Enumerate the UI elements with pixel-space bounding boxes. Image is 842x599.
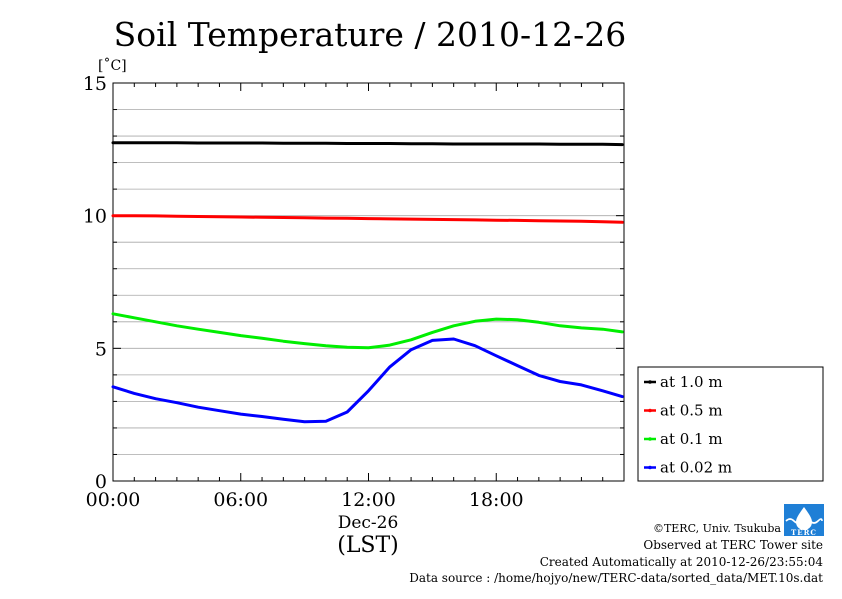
y-unit-label: [˚C] [98, 57, 127, 74]
axis-ticks: 0 5 10 15 00:00 06:00 12:00 18:00 [83, 73, 625, 511]
legend-label: at 0.1 m [660, 430, 723, 448]
water-drop-icon [796, 507, 812, 530]
grid-lines [113, 109, 624, 455]
chart-legend: at 1.0 m at 0.5 m at 0.1 m at 0.02 m [637, 366, 824, 482]
x-tick-label: 06:00 [213, 489, 268, 511]
legend-marker [648, 380, 652, 384]
footer-copyright: ©TERC, Univ. Tsukuba [653, 522, 781, 535]
legend-marker [648, 437, 652, 441]
legend-label: at 0.5 m [660, 402, 723, 420]
data-series [111, 141, 624, 424]
y-tick-label: 0 [95, 471, 107, 493]
wave-icon [785, 518, 823, 524]
x-tick-label: 12:00 [341, 489, 396, 511]
y-tick-label: 10 [83, 206, 107, 228]
legend-items: at 1.0 m at 0.5 m at 0.1 m at 0.02 m [644, 373, 732, 477]
series-line [111, 141, 624, 147]
x-date-label: Dec-26 [338, 513, 399, 533]
chart-title: Soil Temperature / 2010-12-26 [114, 15, 627, 54]
legend-marker [648, 408, 652, 413]
y-tick-label: 15 [83, 73, 107, 95]
series-line [111, 337, 624, 424]
logo-text: TERC [791, 528, 817, 537]
x-tick-label: 00:00 [86, 489, 141, 511]
series-line [111, 214, 624, 224]
x-tick-label: 18:00 [469, 489, 524, 511]
legend-box [637, 366, 824, 482]
x-axis-label: (LST) [337, 533, 399, 558]
legend-label: at 0.02 m [660, 459, 732, 477]
footer-site: Observed at TERC Tower site [643, 538, 823, 552]
legend-marker [648, 465, 652, 470]
terc-logo: TERC [784, 504, 824, 537]
legend-label: at 1.0 m [660, 373, 723, 391]
y-tick-label: 5 [95, 338, 107, 360]
footer-source: Data source : /home/hojyo/new/TERC-data/… [409, 571, 823, 585]
series-line [111, 312, 624, 350]
footer-created: Created Automatically at 2010-12-26/23:5… [540, 555, 824, 569]
